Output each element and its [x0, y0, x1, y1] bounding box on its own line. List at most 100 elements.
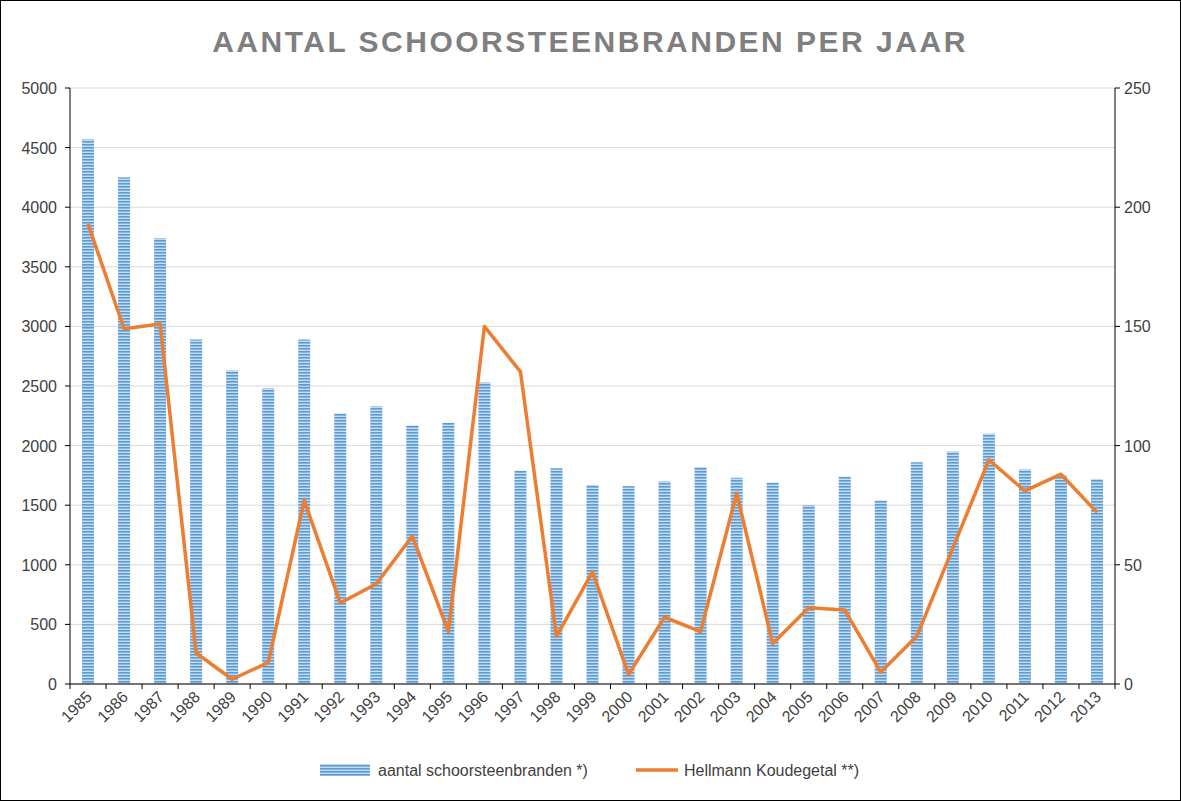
- legend-label: aantal schoorsteenbranden *): [378, 762, 588, 779]
- legend: aantal schoorsteenbranden *) Hellmann Kou…: [320, 762, 859, 779]
- x-tick: [142, 684, 143, 689]
- y-tick-label: 4000: [21, 199, 57, 216]
- bar: [82, 139, 94, 684]
- x-tick-label: 1985: [58, 688, 95, 725]
- x-tick: [394, 684, 395, 689]
- x-tick: [430, 684, 431, 689]
- x-tick: [502, 684, 503, 689]
- x-tick-label: 1991: [274, 688, 311, 725]
- y2-tick-label: 150: [1124, 318, 1151, 335]
- x-tick: [1006, 684, 1007, 689]
- bar: [478, 382, 490, 684]
- y-axis: [70, 88, 71, 684]
- bar: [370, 406, 382, 684]
- line-series: [88, 224, 1097, 679]
- x-tick-label: 2013: [1067, 688, 1104, 725]
- y2-axis: [1115, 88, 1116, 684]
- y-tick-label: 3000: [21, 318, 57, 335]
- x-tick-label: 1990: [238, 688, 275, 725]
- y2-tick-label: 100: [1124, 438, 1151, 455]
- x-tick: [1078, 684, 1079, 689]
- bar: [839, 477, 851, 684]
- bar: [118, 177, 130, 684]
- x-tick: [826, 684, 827, 689]
- x-tick: [682, 684, 683, 689]
- y-tick: [65, 147, 70, 148]
- y-tick-label: 500: [30, 616, 57, 633]
- y-tick-label: 4500: [21, 140, 57, 157]
- x-tick-label: 1995: [418, 688, 455, 725]
- bar: [623, 486, 635, 684]
- y2-tick: [1115, 207, 1120, 208]
- bar: [767, 483, 779, 684]
- legend-swatch: [320, 764, 370, 776]
- bar: [514, 471, 526, 684]
- x-tick: [790, 684, 791, 689]
- bar: [911, 462, 923, 684]
- bar: [803, 505, 815, 684]
- y-tick: [65, 266, 70, 267]
- y-tick: [65, 326, 70, 327]
- y-tick: [65, 684, 70, 685]
- bar: [154, 238, 166, 684]
- y2-tick: [1115, 326, 1120, 327]
- bar: [190, 340, 202, 684]
- x-tick-label: 1987: [130, 688, 167, 725]
- x-tick-label: 2004: [743, 688, 780, 725]
- x-tick-label: 2007: [851, 688, 888, 725]
- x-tick-label: 1998: [526, 688, 563, 725]
- x-tick-label: 2002: [671, 688, 708, 725]
- x-tick: [538, 684, 539, 689]
- bar: [947, 452, 959, 684]
- y2-tick: [1115, 564, 1120, 565]
- x-tick: [862, 684, 863, 689]
- grid-line: [70, 88, 1115, 89]
- x-tick-label: 2010: [959, 688, 996, 725]
- legend-swatch: [636, 768, 678, 772]
- chart-title: AANTAL SCHOORSTEENBRANDEN PER JAAR: [212, 25, 968, 58]
- chart-container: AANTAL SCHOORSTEENBRANDEN PER JAAR050010…: [0, 0, 1181, 801]
- x-tick-label: 1999: [562, 688, 599, 725]
- x-tick-label: 1993: [346, 688, 383, 725]
- x-tick: [574, 684, 575, 689]
- x-tick: [322, 684, 323, 689]
- x-tick: [610, 684, 611, 689]
- x-tick-label: 2009: [923, 688, 960, 725]
- legend-label: Hellmann Koudegetal **): [684, 762, 859, 779]
- y-tick-label: 1500: [21, 497, 57, 514]
- bar: [1019, 469, 1031, 684]
- x-tick-label: 1997: [490, 688, 527, 725]
- x-tick: [1115, 684, 1116, 689]
- x-tick: [214, 684, 215, 689]
- y2-tick-label: 50: [1124, 557, 1142, 574]
- bar: [695, 467, 707, 684]
- y-tick-label: 1000: [21, 557, 57, 574]
- y2-tick-label: 0: [1124, 676, 1133, 693]
- y2-tick-label: 250: [1124, 80, 1151, 97]
- y2-tick: [1115, 88, 1120, 89]
- x-tick: [718, 684, 719, 689]
- y-tick: [65, 624, 70, 625]
- bar: [226, 371, 238, 684]
- x-tick-label: 2008: [887, 688, 924, 725]
- x-tick: [646, 684, 647, 689]
- y2-tick: [1115, 445, 1120, 446]
- x-tick: [934, 684, 935, 689]
- chart-border: [1, 1, 1181, 801]
- x-tick-label: 2011: [996, 688, 1032, 724]
- x-tick-label: 2005: [779, 688, 816, 725]
- x-tick: [1042, 684, 1043, 689]
- x-tick-label: 1994: [382, 688, 419, 725]
- grid-line: [70, 684, 1115, 685]
- x-tick: [70, 684, 71, 689]
- x-tick-label: 1992: [310, 688, 347, 725]
- y2-tick-label: 200: [1124, 199, 1151, 216]
- y-tick-label: 3500: [21, 259, 57, 276]
- x-tick: [754, 684, 755, 689]
- bar: [334, 413, 346, 684]
- x-tick: [178, 684, 179, 689]
- x-tick: [898, 684, 899, 689]
- y-tick: [65, 207, 70, 208]
- x-tick-label: 1986: [94, 688, 131, 725]
- y-tick-label: 0: [48, 676, 57, 693]
